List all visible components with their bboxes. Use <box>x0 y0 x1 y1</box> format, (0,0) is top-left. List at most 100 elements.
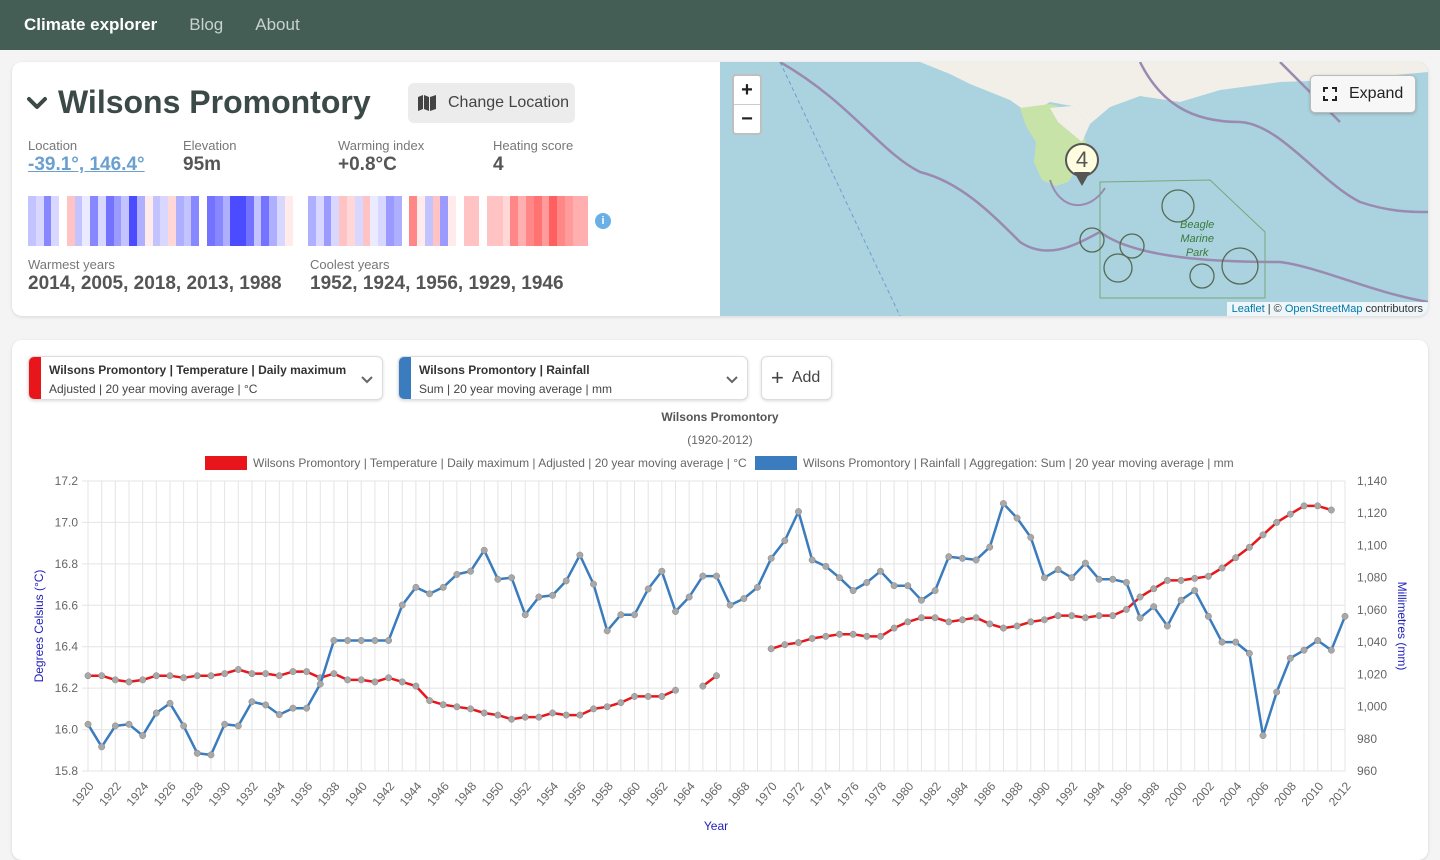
warming-stripe <box>417 196 425 246</box>
warming-stripe <box>175 196 184 246</box>
series-selector-rainfall[interactable]: Wilsons Promontory | Rainfall Sum | 20 y… <box>398 356 748 400</box>
add-series-button[interactable]: + Add <box>761 356 832 400</box>
data-point <box>972 614 980 622</box>
x-tick-label: 1948 <box>451 779 479 809</box>
location-coordinates-link[interactable]: -39.1°, 146.4° <box>28 154 145 175</box>
data-point <box>111 722 119 730</box>
selector-title: Wilsons Promontory | Rainfall <box>419 363 590 377</box>
y-tick-left: 16.6 <box>55 598 79 612</box>
warmest-years: Warmest years 2014, 2005, 2018, 2013, 19… <box>28 257 282 295</box>
chart-title: Wilsons Promontory <box>661 410 779 424</box>
x-tick-label: 1928 <box>178 779 206 809</box>
y-tick-left: 16.4 <box>55 640 79 654</box>
zoom-in-button[interactable]: + <box>734 76 760 105</box>
data-point <box>877 567 884 575</box>
data-point <box>808 556 816 564</box>
warming-stripe <box>300 196 309 246</box>
data-point <box>166 699 174 707</box>
x-tick-label: 1962 <box>643 779 671 809</box>
top-nav: Climate explorer Blog About <box>0 0 1440 50</box>
stat-label: Warming index <box>338 138 425 153</box>
chevron-down-icon[interactable] <box>26 92 48 114</box>
legend-label: Wilsons Promontory | Rainfall | Aggregat… <box>803 456 1234 470</box>
location-map[interactable]: 4 Beagle Marine Park + − Expand Leaflet … <box>720 62 1428 316</box>
warming-stripe <box>74 196 83 246</box>
data-point <box>1150 603 1158 611</box>
nav-link-about[interactable]: About <box>255 15 300 34</box>
brand-logo[interactable]: Climate explorer <box>24 15 158 34</box>
x-tick-label: 2012 <box>1326 779 1354 809</box>
zoom-out-button[interactable]: − <box>741 108 753 130</box>
data-point <box>207 751 215 759</box>
legend-label: Wilsons Promontory | Temperature | Daily… <box>253 456 747 470</box>
info-icon[interactable]: i <box>595 213 611 229</box>
x-tick-label: 1972 <box>779 779 807 809</box>
data-point <box>371 637 379 644</box>
data-point <box>426 590 434 598</box>
data-point <box>849 587 857 595</box>
expand-map-button[interactable]: Expand <box>1310 75 1416 113</box>
warming-stripe <box>354 196 363 246</box>
series-selector-temperature[interactable]: Wilsons Promontory | Temperature | Daily… <box>28 356 383 400</box>
osm-link[interactable]: OpenStreetMap <box>1284 303 1363 315</box>
attribution-text: contributors <box>1362 303 1423 315</box>
legend-swatch <box>205 456 247 470</box>
cluster-marker[interactable]: 4 <box>1075 147 1089 172</box>
leaflet-link[interactable]: Leaflet <box>1231 303 1265 315</box>
stat-location: Location -39.1°, 146.4° <box>28 138 145 176</box>
warming-stripe <box>168 196 176 246</box>
x-tick-label: 1932 <box>233 779 261 809</box>
x-tick-label: 2006 <box>1244 779 1272 809</box>
data-point <box>248 670 256 678</box>
data-point <box>1218 638 1226 646</box>
data-point <box>111 676 119 684</box>
data-point <box>480 709 488 717</box>
x-tick-label: 1988 <box>998 779 1026 809</box>
x-tick-label: 1978 <box>861 779 889 809</box>
data-point <box>1109 612 1117 620</box>
data-point <box>275 672 283 680</box>
warming-stripe <box>331 196 340 246</box>
warming-stripe <box>82 196 91 246</box>
warming-stripe <box>292 196 301 246</box>
data-point <box>658 567 666 575</box>
data-point <box>863 632 871 640</box>
data-point <box>576 711 584 719</box>
data-point <box>617 699 625 707</box>
data-point <box>193 672 201 680</box>
add-label: Add <box>791 369 821 386</box>
y-tick-right: 1,120 <box>1357 506 1387 520</box>
data-point <box>986 543 994 551</box>
data-point <box>849 630 857 638</box>
x-tick-label: 1944 <box>397 779 425 809</box>
warming-stripe <box>448 196 456 246</box>
location-header: Wilsons Promontory <box>26 84 371 121</box>
data-point <box>795 508 802 516</box>
x-tick-label: 1980 <box>889 779 917 809</box>
data-point <box>986 620 994 628</box>
x-tick-label: 2010 <box>1299 779 1327 809</box>
data-point <box>1122 579 1130 586</box>
data-point <box>699 572 707 580</box>
data-point <box>535 713 543 721</box>
data-point <box>371 678 379 686</box>
change-location-button[interactable]: Change Location <box>408 83 575 123</box>
data-point <box>494 575 502 583</box>
data-point <box>644 585 652 593</box>
y-tick-left: 16.8 <box>55 557 79 571</box>
data-point <box>1054 566 1062 574</box>
data-point <box>508 715 516 723</box>
data-point <box>330 637 338 644</box>
change-location-label: Change Location <box>448 94 569 111</box>
data-point <box>1081 614 1089 622</box>
nav-link-blog[interactable]: Blog <box>189 15 224 34</box>
warming-stripe <box>136 196 145 246</box>
data-point <box>1273 518 1281 526</box>
data-point <box>439 701 447 709</box>
warming-stripe <box>261 196 270 246</box>
warming-stripe <box>199 196 207 246</box>
x-tick-label: 1996 <box>1107 779 1135 809</box>
warming-stripe <box>455 196 464 246</box>
data-point <box>1232 554 1240 562</box>
coolest-years-label: Coolest years <box>310 257 390 272</box>
